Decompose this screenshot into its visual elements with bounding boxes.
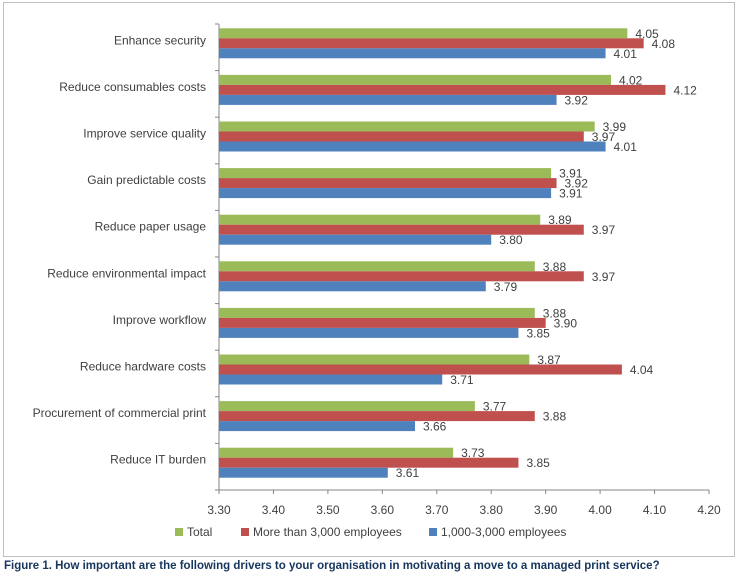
- x-tick-label: 3.50: [316, 503, 340, 517]
- bar-total: [219, 74, 611, 85]
- legend-label: Total: [187, 525, 212, 539]
- bar-1-000-3-000-employees: [219, 327, 519, 338]
- bar-total: [219, 261, 535, 272]
- bar-total: [219, 354, 530, 365]
- data-label: 3.97: [592, 130, 616, 144]
- data-label: 3.71: [450, 373, 474, 387]
- bar-more-than-3-000-employees: [219, 364, 622, 375]
- data-label: 3.89: [548, 213, 572, 227]
- bar-more-than-3-000-employees: [219, 224, 584, 235]
- legend-swatch: [175, 528, 183, 536]
- data-label: 3.99: [603, 120, 627, 134]
- bar-total: [219, 307, 535, 318]
- data-label: 3.91: [559, 187, 583, 201]
- bar-1-000-3-000-employees: [219, 374, 443, 385]
- x-tick-label: 3.70: [425, 503, 449, 517]
- bar-total: [219, 214, 541, 225]
- data-label: 3.85: [526, 456, 550, 470]
- data-label: 3.88: [543, 260, 567, 274]
- bar-total: [219, 401, 475, 412]
- data-label: 3.66: [423, 420, 447, 434]
- bar-more-than-3-000-employees: [219, 38, 644, 49]
- figure-caption: Figure 1. How important are the followin…: [4, 560, 660, 572]
- category-label: Improve service quality: [83, 127, 206, 141]
- data-label: 3.97: [592, 223, 616, 237]
- bar-more-than-3-000-employees: [219, 178, 557, 189]
- x-tick-label: 3.90: [534, 503, 558, 517]
- legend-label: 1,000-3,000 employees: [441, 525, 566, 539]
- bar-1-000-3-000-employees: [219, 94, 557, 105]
- data-label: 3.92: [565, 93, 589, 107]
- data-label: 3.88: [543, 410, 567, 424]
- data-label: 3.97: [592, 270, 616, 284]
- category-label: Gain predictable costs: [87, 173, 206, 187]
- data-label: 4.01: [614, 140, 638, 154]
- data-label: 3.90: [554, 316, 578, 330]
- bar-1-000-3-000-employees: [219, 141, 606, 152]
- x-tick-label: 3.40: [262, 503, 286, 517]
- bar-1-000-3-000-employees: [219, 281, 486, 292]
- data-label: 4.08: [652, 37, 676, 51]
- category-label: Improve workflow: [113, 313, 207, 327]
- data-label: 3.61: [396, 466, 420, 480]
- data-label: 3.79: [494, 280, 518, 294]
- data-label: 4.04: [630, 363, 654, 377]
- data-label: 3.87: [537, 353, 561, 367]
- data-label: 3.73: [461, 446, 485, 460]
- category-label: Reduce IT burden: [110, 453, 206, 467]
- x-tick-label: 3.30: [207, 503, 231, 517]
- x-tick-label: 4.00: [588, 503, 612, 517]
- bar-more-than-3-000-employees: [219, 457, 519, 468]
- bar-total: [219, 28, 628, 39]
- bar-chart: 3.30 3.40 3.50 3.60 3.70 3.80 3.90 4.00 4.10 4.20…: [33, 23, 721, 539]
- data-label: 4.01: [614, 47, 638, 61]
- category-label: Enhance security: [114, 33, 206, 47]
- data-label: 4.02: [619, 73, 643, 87]
- x-tick-label: 3.80: [480, 503, 504, 517]
- bar-more-than-3-000-employees: [219, 84, 666, 95]
- category-label: Reduce consumables costs: [59, 80, 206, 94]
- bar-total: [219, 168, 552, 179]
- bar-total: [219, 447, 454, 458]
- x-tick-label: 4.20: [697, 503, 721, 517]
- data-label: 4.12: [673, 83, 697, 97]
- x-tick-label: 3.60: [371, 503, 395, 517]
- bar-1-000-3-000-employees: [219, 421, 415, 432]
- data-label: 3.88: [543, 306, 567, 320]
- legend-label: More than 3,000 employees: [253, 525, 402, 539]
- category-label: Reduce hardware costs: [80, 360, 206, 374]
- bar-more-than-3-000-employees: [219, 131, 584, 142]
- bar-more-than-3-000-employees: [219, 411, 535, 422]
- legend-swatch: [241, 528, 249, 536]
- data-label: 3.80: [499, 233, 523, 247]
- data-label: 3.91: [559, 167, 583, 181]
- category-label: Reduce paper usage: [95, 220, 207, 234]
- legend-swatch: [429, 528, 437, 536]
- bar-more-than-3-000-employees: [219, 271, 584, 282]
- bar-1-000-3-000-employees: [219, 48, 606, 59]
- category-label: Procurement of commercial print: [33, 406, 207, 420]
- data-label: 3.92: [565, 177, 589, 191]
- bar-1-000-3-000-employees: [219, 467, 388, 478]
- bar-1-000-3-000-employees: [219, 234, 492, 245]
- bar-more-than-3-000-employees: [219, 317, 546, 328]
- bar-total: [219, 121, 595, 132]
- category-label: Reduce environmental impact: [47, 266, 206, 280]
- x-tick-label: 4.10: [643, 503, 667, 517]
- data-label: 3.77: [483, 400, 507, 414]
- data-label: 3.85: [526, 326, 550, 340]
- bar-1-000-3-000-employees: [219, 188, 552, 199]
- data-label: 4.05: [635, 27, 659, 41]
